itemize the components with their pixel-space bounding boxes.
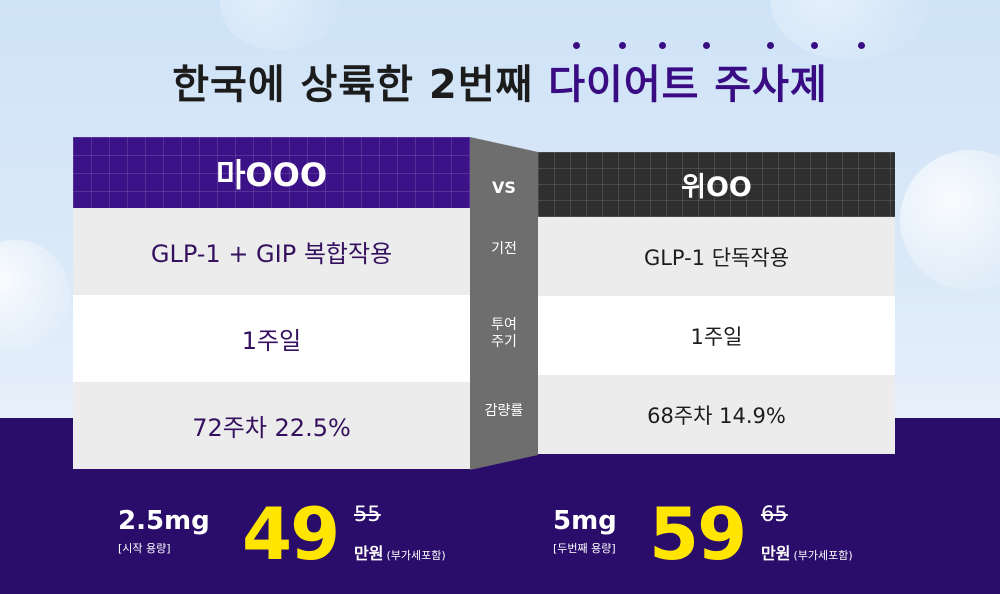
label-weight-loss: 감량률 [484,403,524,419]
left-old-price: 55 [354,502,381,526]
right-product-name: 위OO [538,152,895,217]
title-highlight: 다이어트 주사제 [548,62,828,108]
left-dosing-cycle: 1주일 [73,295,470,382]
right-old-price: 65 [761,502,788,526]
bokeh-decoration [220,0,340,50]
right-dose: 5mg [553,506,617,536]
left-vat: (부가세포함) [386,549,446,562]
right-unit: 만원 [761,544,791,563]
right-product-panel: 위OO GLP-1 단독작용 1주일 68주차 14.9% [538,152,895,455]
left-weight-loss: 72주차 22.5% [73,382,470,469]
right-price-unit: 만원 (부가세포함) [761,540,853,564]
left-product-panel: 마OOO GLP-1 + GIP 복합작용 1주일 72주차 22.5% [73,137,470,470]
right-weight-loss: 68주차 14.9% [538,375,895,454]
bokeh-decoration [0,240,70,350]
left-unit: 만원 [354,544,384,563]
right-mechanism: GLP-1 단독작용 [538,217,895,296]
connector-shape [470,137,538,470]
page-title: 한국에 상륙한 2번째 다이어트 주사제 [0,52,1000,110]
comparison-labels: VS 기전 투여 주기 감량률 [470,137,538,470]
label-dosing-cycle: 투여 주기 [491,317,517,350]
left-dose: 2.5mg [118,506,210,536]
left-price-block: 2.5mg [시작 용량] 49 55 만원 (부가세포함) [118,494,488,574]
right-price-block: 5mg [두번째 용량] 59 65 만원 (부가세포함) [553,494,893,574]
vs-label: VS [492,178,516,197]
bokeh-decoration [900,150,1000,290]
left-dose-note: [시작 용량] [118,542,171,555]
right-price: 59 [649,492,747,576]
label-mechanism: 기전 [491,241,517,257]
emphasis-dots [555,42,885,52]
left-price: 49 [242,492,340,576]
right-dosing-cycle: 1주일 [538,296,895,375]
title-text: 한국에 상륙한 2번째 [172,62,549,108]
left-product-name: 마OOO [73,137,470,208]
right-dose-note: [두번째 용량] [553,542,616,555]
right-vat: (부가세포함) [793,549,853,562]
left-price-unit: 만원 (부가세포함) [354,540,446,564]
left-mechanism: GLP-1 + GIP 복합작용 [73,208,470,295]
